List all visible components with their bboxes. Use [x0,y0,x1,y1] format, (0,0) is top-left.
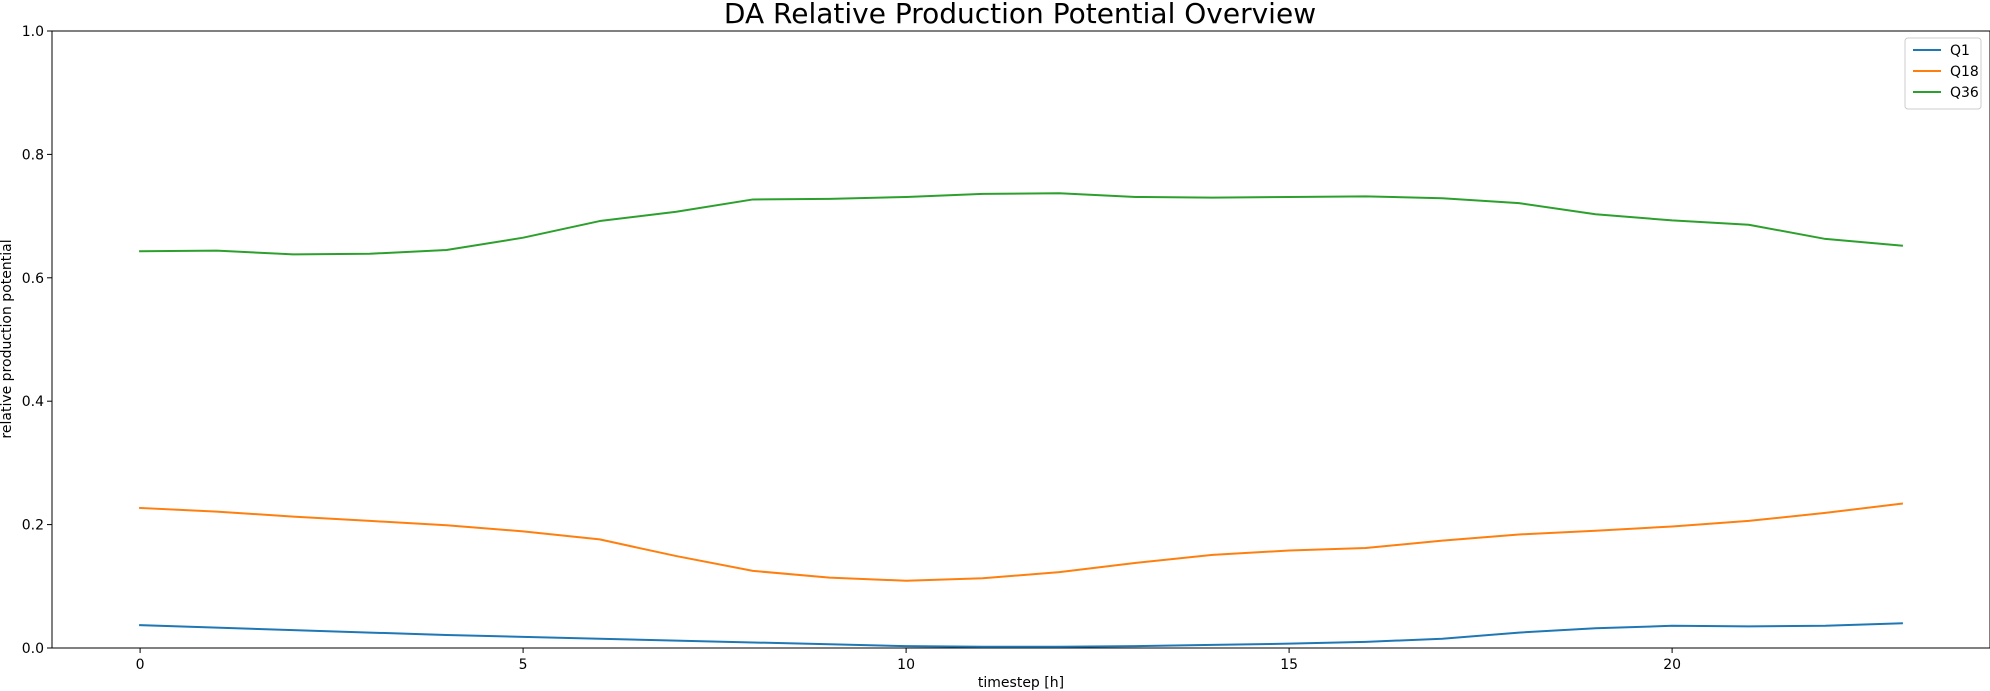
series-line-q36 [139,192,1903,256]
y-tick-label: 1.0 [22,24,44,40]
legend-label-q1: Q1 [1950,43,1970,59]
x-tick-label: 20 [1663,657,1681,673]
x-axis-label: timestep [h] [978,675,1064,691]
chart-title: DA Relative Production Potential Overvie… [724,0,1316,30]
x-tick-label: 0 [136,657,145,673]
series-lines [139,192,1904,648]
plot-frame [51,30,1990,649]
legend-label-q36: Q36 [1950,85,1979,101]
x-tick-label: 5 [519,657,528,673]
y-tick-label: 0.0 [22,641,44,657]
x-axis-ticks: 0 5 10 15 20 [136,648,1681,673]
y-tick-label: 0.4 [22,394,44,410]
legend: Q1 Q18 Q36 [1904,37,1982,110]
x-tick-label: 15 [1280,657,1298,673]
y-tick-label: 0.6 [22,271,44,287]
series-line-q18 [139,502,1904,582]
x-tick-label: 10 [897,657,915,673]
series-line-q1 [139,622,1903,648]
y-axis-label: relative production potential [0,239,15,438]
y-tick-label: 0.8 [22,147,44,163]
legend-label-q18: Q18 [1950,64,1979,80]
y-axis-ticks: 0.0 0.2 0.4 0.6 0.8 1.0 [22,24,52,657]
y-tick-label: 0.2 [22,518,44,534]
